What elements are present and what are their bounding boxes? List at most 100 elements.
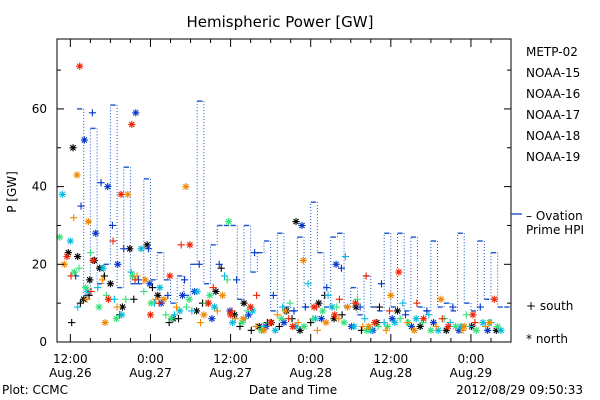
- data-point-north: [204, 299, 213, 307]
- data-point-south: [341, 252, 350, 261]
- x-axis-label: Date and Time: [249, 383, 337, 397]
- x-tick-label-date: Aug.29: [450, 366, 493, 380]
- data-point-south: [482, 322, 490, 331]
- data-point-north: [56, 233, 64, 241]
- data-point-south: [223, 276, 231, 284]
- data-point-north: [66, 237, 74, 245]
- data-point-north: [479, 318, 487, 327]
- data-point-north: [182, 183, 190, 191]
- data-point-south: [68, 318, 76, 327]
- data-point-south: [403, 318, 412, 327]
- x-tick-label-time: 0:00: [457, 352, 484, 366]
- data-point-south: [324, 291, 332, 299]
- x-tick-label-time: 12:00: [53, 352, 88, 366]
- data-point-north: [101, 318, 109, 327]
- data-point-north: [186, 241, 194, 249]
- data-point-south: [94, 284, 102, 292]
- data-point-north: [371, 318, 379, 327]
- data-point-north: [260, 326, 268, 334]
- data-point-north: [82, 284, 90, 292]
- data-point-north: [218, 291, 227, 299]
- legend-ovation-label: – Ovation: [526, 209, 583, 223]
- data-point-south: [252, 322, 260, 331]
- data-point-north: [365, 322, 373, 331]
- legend-north-label: * north: [526, 332, 568, 346]
- legend-entry-metp-02: METP-02: [526, 45, 578, 59]
- data-point-south: [232, 276, 241, 284]
- data-point-south: [133, 272, 141, 280]
- data-point-north: [73, 171, 81, 179]
- data-point-south: [144, 245, 153, 253]
- data-point-north: [99, 264, 107, 272]
- data-point-south: [333, 303, 341, 311]
- data-point-south: [471, 318, 479, 327]
- data-point-south: [88, 109, 96, 117]
- x-tick-label-date: Aug.28: [370, 366, 413, 380]
- data-point-south: [162, 311, 170, 319]
- data-point-south: [273, 311, 281, 319]
- data-point-south: [462, 311, 470, 319]
- data-point-north: [277, 315, 285, 323]
- data-point-south: [98, 276, 106, 284]
- data-point-south: [122, 295, 130, 303]
- data-point-south: [243, 307, 251, 315]
- data-point-north: [224, 217, 233, 226]
- data-point-south: [382, 326, 390, 334]
- y-axis-label: P [GW]: [5, 171, 19, 213]
- data-point-north: [419, 315, 428, 323]
- legend-entry-noaa-15: NOAA-15: [526, 66, 580, 80]
- data-point-north: [106, 280, 115, 288]
- data-point-south: [213, 307, 221, 315]
- data-point-north: [124, 190, 132, 198]
- data-point-south: [130, 295, 138, 303]
- data-point-north: [58, 190, 66, 198]
- data-point-north: [112, 315, 121, 323]
- data-point-north: [76, 62, 84, 70]
- legend-south-label: + south: [526, 299, 573, 313]
- x-tick-label-date: Aug.26: [49, 366, 92, 380]
- data-point-south: [113, 303, 121, 311]
- data-point-north: [86, 276, 94, 284]
- data-point-north: [137, 245, 145, 253]
- data-point-south: [413, 299, 421, 307]
- data-point-north: [395, 268, 403, 276]
- data-point-north: [118, 311, 126, 319]
- data-point-south: [87, 287, 95, 296]
- data-point-north: [240, 299, 248, 307]
- data-point-north: [322, 318, 330, 327]
- data-point-south: [362, 272, 370, 280]
- data-point-north: [84, 217, 92, 226]
- chart-title: Hemispheric Power [GW]: [187, 13, 374, 31]
- data-point-north: [363, 326, 371, 334]
- data-point-south: [313, 326, 321, 334]
- data-point-south: [399, 299, 407, 307]
- data-point-south: [301, 303, 309, 311]
- data-point-south: [476, 303, 484, 311]
- data-point-north: [126, 245, 134, 253]
- data-point-south: [196, 318, 205, 327]
- plot-credit: Plot: CCMC: [2, 383, 68, 397]
- data-point-south: [110, 295, 119, 303]
- plot-frame: [56, 38, 512, 343]
- legend-entry-noaa-18: NOAA-18: [526, 129, 580, 143]
- data-point-north: [167, 315, 175, 323]
- data-point-north: [410, 326, 418, 334]
- data-point-north: [146, 311, 155, 319]
- data-point-north: [416, 322, 424, 331]
- data-point-north: [74, 252, 82, 261]
- data-point-south: [377, 280, 386, 288]
- data-point-north: [490, 295, 498, 303]
- data-point-north: [141, 276, 149, 284]
- data-point-north: [340, 318, 348, 327]
- data-point-south: [294, 318, 302, 327]
- data-point-south: [120, 245, 128, 253]
- data-point-south: [323, 284, 331, 292]
- data-point-north: [444, 322, 452, 331]
- data-point-north: [114, 260, 122, 268]
- data-point-north: [143, 241, 151, 249]
- data-point-north: [393, 307, 402, 315]
- data-point-north: [494, 322, 502, 331]
- data-point-south: [100, 272, 109, 280]
- data-point-south: [131, 276, 139, 284]
